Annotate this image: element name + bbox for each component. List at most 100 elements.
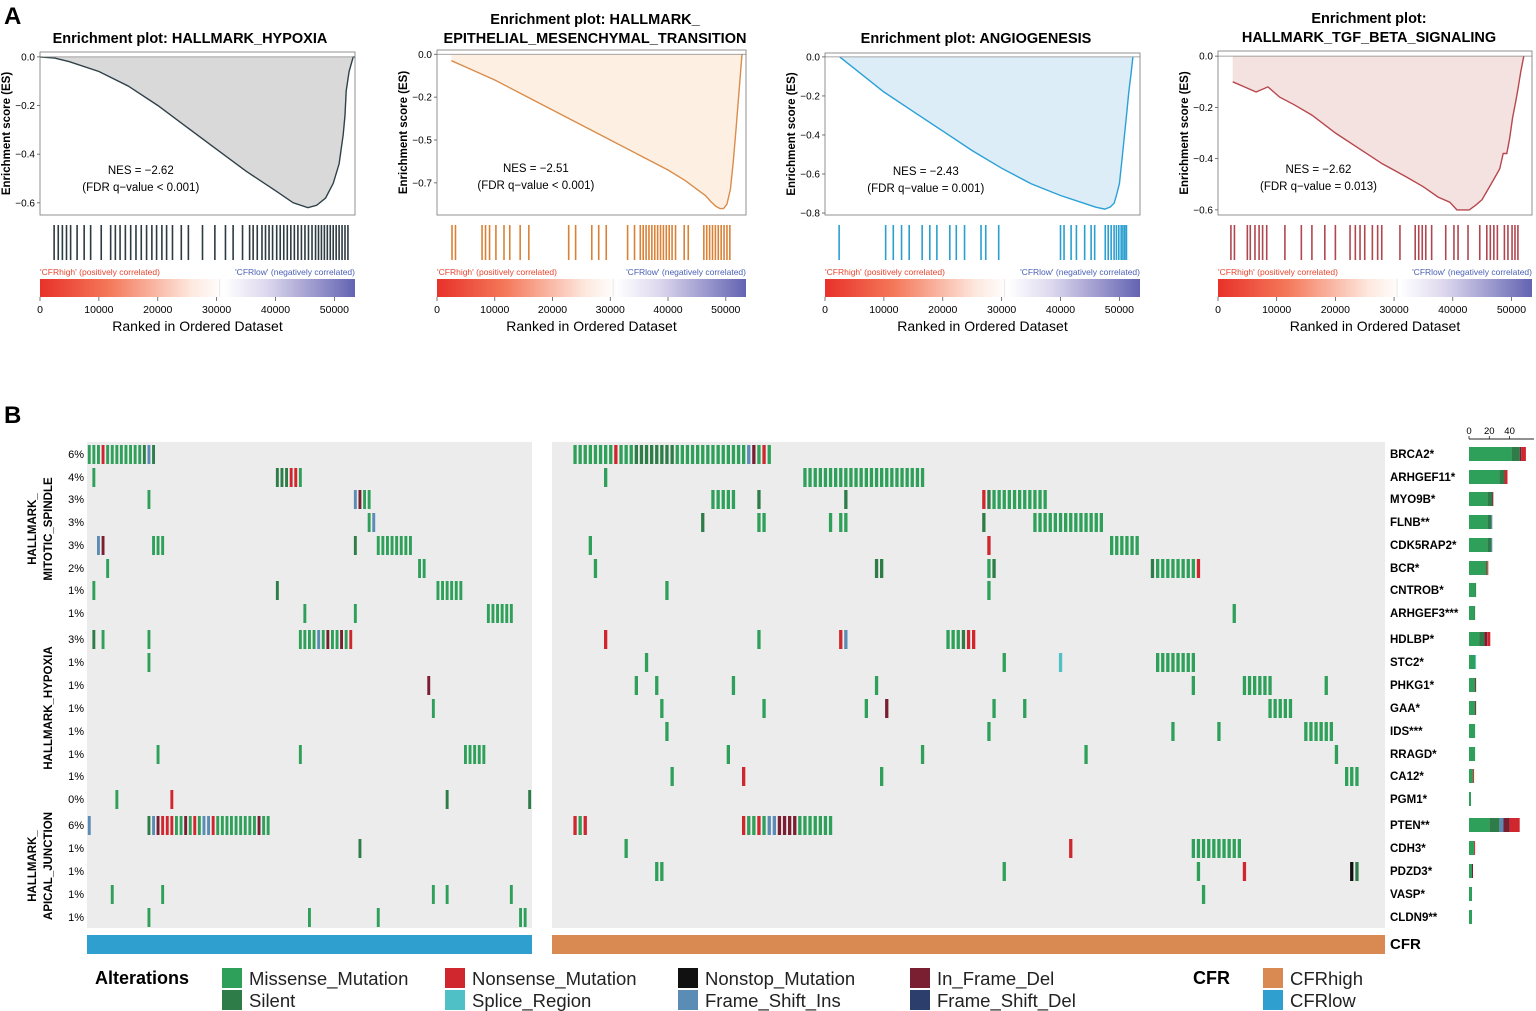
x-tick-label: 30000 [1379,304,1408,316]
mutation-cell [97,445,100,464]
mutation-cell [1033,513,1037,532]
mutation-cell [726,445,730,464]
legend-title: Alterations [95,968,189,988]
frequency-bar-segment [1469,492,1488,506]
mutation-cell [239,816,243,835]
rank-gradient-bar [40,279,355,297]
mutation-cell [655,676,659,695]
gene-label: PDZD3* [1390,866,1433,878]
frequency-bar-segment [1504,470,1508,484]
gene-label: CA12* [1390,771,1424,783]
gene-set-label: HALLMARK_ [27,830,39,902]
mutation-cell [1191,676,1195,695]
es-curve [39,56,355,209]
mutation-cell [1247,676,1252,695]
mutation-cell [1089,513,1093,532]
gsea-panels: Enrichment plot: HALLMARK_HYPOXIA 0.0 −0.2… [1,11,1533,334]
mutation-cell [1186,559,1190,578]
mutation-cell [1053,513,1057,532]
mutation-cell [588,536,592,555]
mutation-cell [1028,490,1032,509]
plot-title: Enrichment plot: [1311,11,1426,27]
es-area [1232,56,1524,210]
mutation-cell [1156,653,1160,672]
mutation-cell [731,490,736,509]
mutation-cell [716,445,720,464]
mutation-cell [225,816,229,835]
mutation-cell [1064,513,1068,532]
fdr-annotation: (FDR q−value = 0.013) [1260,181,1377,193]
mutation-cell [920,745,925,764]
mutation-cell [1115,536,1119,555]
mutation-cell [844,513,848,532]
mutation-cell [956,630,960,649]
frequency-bar-segment [1479,632,1485,646]
mutation-cell [275,581,279,600]
mutation-cell [1048,513,1052,532]
mutation-cell [844,630,848,649]
mutation-cell [436,581,440,600]
mutation-cell [655,445,659,464]
y-tick-label: −0.6 [15,198,35,209]
mutation-cell [303,630,307,649]
mutation-cell [808,468,812,487]
grid-background-cfrhigh [552,442,1385,928]
frequency-bar-segment [1469,818,1490,832]
mutation-cell [1268,699,1272,718]
mutation-cell [639,445,644,464]
es-area [40,56,355,208]
gene-label: HDLBP* [1390,634,1435,646]
frequency-bar-segment [1499,818,1504,832]
mutation-cell [1023,490,1027,509]
row-percent: 4% [68,472,84,484]
mutation-cell [593,445,598,464]
mutation-cell [874,676,879,695]
gene-label: CDH3* [1390,843,1426,855]
y-tick-label: −0.4 [15,150,35,161]
gene-label: BCR* [1390,563,1420,575]
mutation-cell [680,445,684,464]
mutation-cell [1069,839,1073,858]
mutation-cell [220,816,224,835]
mutation-cell [184,816,188,835]
x-axis-label: Ranked in Ordered Dataset [506,318,677,334]
mutation-cell [367,490,371,509]
mutation-cell [1329,722,1333,741]
mutation-cell [742,816,746,835]
mutation-cell [634,676,638,695]
mutation-cell [1201,885,1206,904]
gene-label: ARHGEF3*** [1390,608,1459,620]
mutation-cell [880,468,884,487]
mutation-cell [427,676,431,695]
mutation-cell [604,468,608,487]
x-tick-label: 20000 [143,304,172,316]
legend-label: Nonsense_Mutation [472,968,637,990]
y-tick-label: −0.2 [412,93,432,104]
mutation-cell [1345,767,1349,786]
frequency-bar-segment [1475,678,1477,692]
legend-swatch [910,990,930,1010]
mutation-cell [880,767,884,786]
mutation-cell [147,908,151,927]
gene-set-label: APICAL_JUNCTION [43,812,55,920]
mutation-cell [690,445,695,464]
mutation-cell [491,604,495,623]
mutation-cell [1018,490,1022,509]
x-tick-label: 30000 [596,304,625,316]
mutation-cell [818,468,822,487]
mutation-cell [604,630,608,649]
grid-background-cfrlow [87,442,532,928]
mutation-cell [854,468,858,487]
gene-label: CNTROB* [1390,585,1444,597]
row-percent: 1% [68,726,84,738]
mutation-cell [92,468,96,487]
mutation-cell [619,445,623,464]
mutation-cell [298,630,302,649]
mutation-cell [701,513,705,532]
mutation-cell [1242,862,1247,881]
mutation-cell [839,513,843,532]
mutation-cell [1166,559,1170,578]
mutation-cell [752,816,756,835]
negative-label: 'CFRlow' (negatively correlated) [626,267,746,277]
panel-a-label: A [4,3,21,30]
